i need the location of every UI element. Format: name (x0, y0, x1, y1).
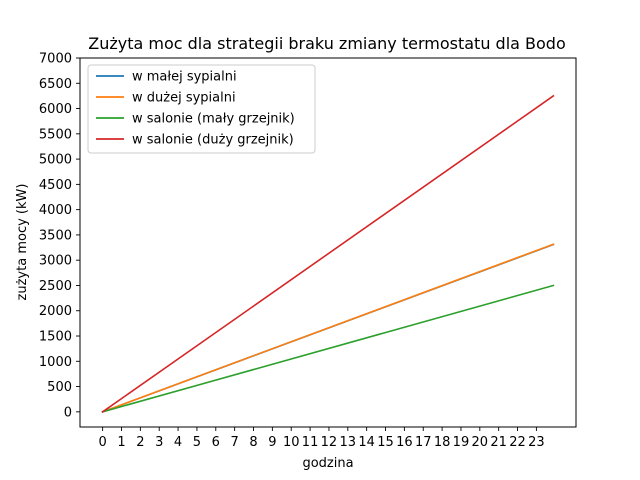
y-tick-label: 3000 (39, 254, 72, 269)
x-tick-label: 11 (302, 435, 319, 450)
y-tick-label: 1000 (39, 355, 72, 370)
x-tick-label: 8 (249, 435, 257, 450)
legend-entry-label: w dużej sypialni (132, 91, 236, 106)
x-tick-label: 23 (528, 435, 545, 450)
x-tick-label: 18 (434, 435, 451, 450)
y-tick-label: 2000 (39, 304, 72, 319)
plot-lines (101, 94, 555, 413)
legend: w małej sypialni w dużej sypialni w saloni… (87, 64, 316, 154)
x-tick-label: 7 (231, 435, 239, 450)
x-tick-label: 17 (415, 435, 432, 450)
y-axis-label: zużyta mocy (kW) (15, 184, 30, 301)
x-axis: 0 1 2 3 4 5 6 7 8 9 10 11 12 13 14 15 16 17 18 19 20 21 22 23 (98, 427, 545, 450)
y-tick-label: 500 (47, 380, 72, 395)
x-tick-label: 1 (117, 435, 125, 450)
series-line-1 (101, 243, 555, 413)
y-tick-label: 4000 (39, 203, 72, 218)
y-tick-label: 1500 (39, 330, 72, 345)
chart-title: Zużyta moc dla strategii braku zmiany te… (88, 34, 566, 53)
x-tick-label: 15 (377, 435, 394, 450)
x-tick-label: 20 (472, 435, 489, 450)
x-tick-label: 6 (212, 435, 220, 450)
x-tick-label: 13 (340, 435, 357, 450)
x-tick-label: 9 (268, 435, 276, 450)
x-tick-label: 2 (136, 435, 144, 450)
y-tick-label: 6000 (39, 102, 72, 117)
y-tick-label: 0 (64, 405, 72, 420)
y-tick-label: 5000 (39, 153, 72, 168)
x-tick-label: 4 (174, 435, 182, 450)
y-tick-label: 2500 (39, 279, 72, 294)
legend-box (87, 64, 316, 154)
x-tick-label: 10 (283, 435, 300, 450)
plot-frame (79, 57, 577, 428)
x-tick-label: 3 (155, 435, 163, 450)
x-tick-label: 5 (193, 435, 201, 450)
y-axis: 0 500 1000 1500 2000 2500 3000 3500 4000 4500 5000… (39, 52, 80, 420)
legend-entry-label: w salonie (duży grzejnik) (132, 133, 294, 148)
y-tick-label: 3500 (39, 228, 72, 243)
x-tick-label: 22 (509, 435, 526, 450)
x-tick-label: 16 (396, 435, 413, 450)
y-tick-label: 7000 (39, 52, 72, 67)
x-tick-label: 0 (98, 435, 106, 450)
x-axis-label: godzina (302, 456, 353, 471)
y-tick-label: 5500 (39, 127, 72, 142)
series-line-3 (101, 94, 555, 413)
x-tick-label: 19 (453, 435, 470, 450)
legend-entry-label: w małej sypialni (132, 70, 237, 85)
y-tick-label: 6500 (39, 77, 72, 92)
x-tick-label: 14 (358, 435, 375, 450)
y-tick-label: 4500 (39, 178, 72, 193)
series-line-2 (101, 284, 555, 413)
x-tick-label: 21 (490, 435, 507, 450)
x-tick-label: 12 (321, 435, 338, 450)
legend-entry-label: w salonie (mały grzejnik) (132, 112, 295, 127)
